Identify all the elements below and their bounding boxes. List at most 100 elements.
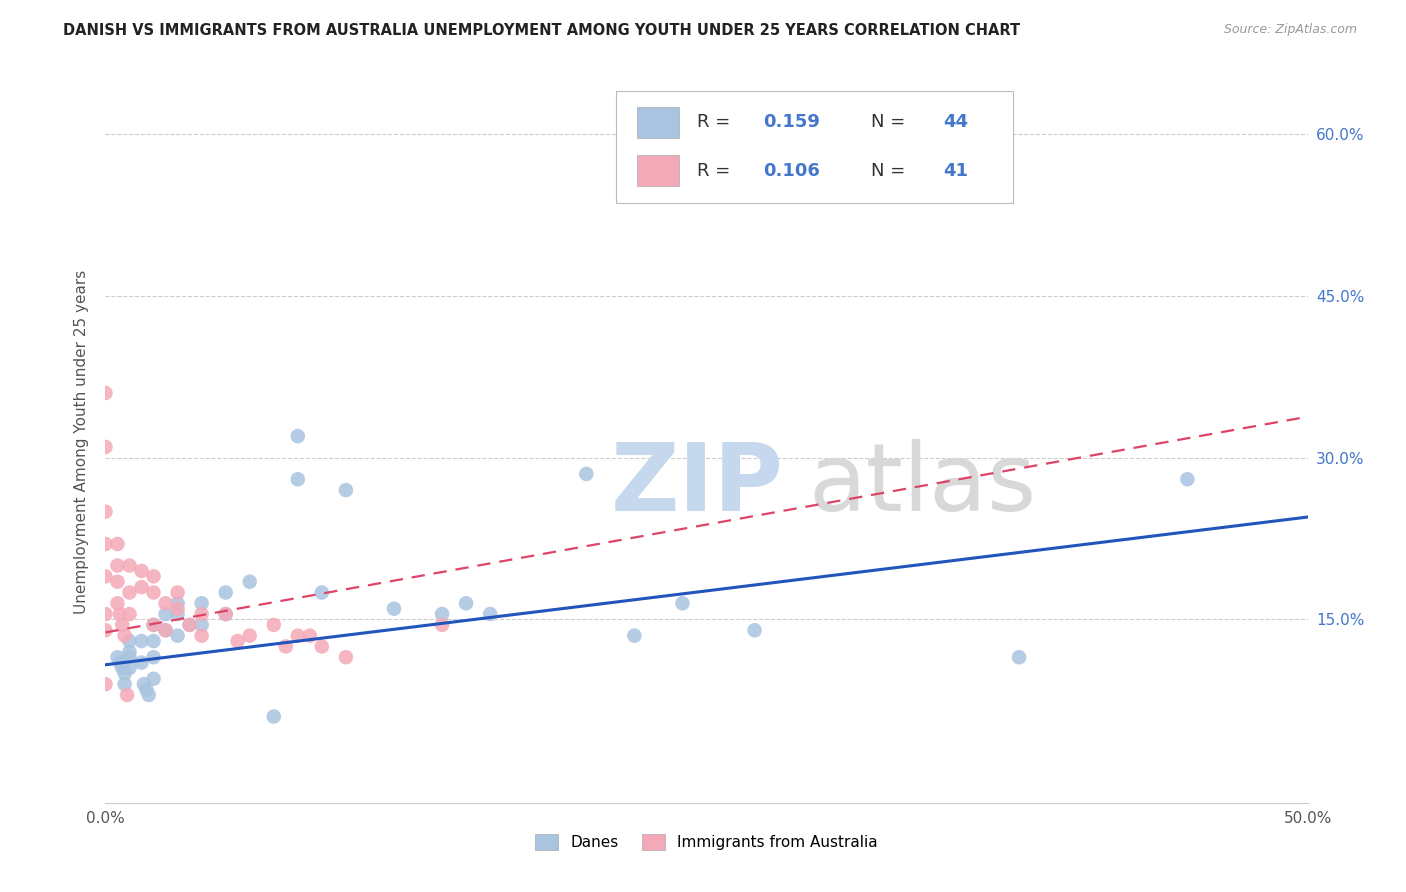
Point: [142, 585, 165, 599]
Point: [108, 607, 131, 621]
Point: [155, 607, 177, 621]
Point: [382, 601, 405, 615]
Text: atlas: atlas: [808, 439, 1038, 531]
Point: [214, 607, 236, 621]
Point: [111, 661, 134, 675]
Point: [118, 650, 141, 665]
Point: [166, 596, 188, 610]
Point: [166, 601, 188, 615]
Point: [132, 677, 155, 691]
Point: [335, 483, 357, 497]
Text: 0.159: 0.159: [763, 113, 820, 131]
Point: [623, 629, 645, 643]
Point: [131, 580, 153, 594]
Point: [263, 618, 285, 632]
Point: [166, 629, 188, 643]
Point: [142, 569, 165, 583]
Text: N =: N =: [872, 113, 911, 131]
Point: [190, 607, 212, 621]
Point: [107, 650, 129, 665]
Point: [94, 607, 117, 621]
Point: [114, 666, 136, 681]
Point: [190, 629, 212, 643]
Point: [179, 618, 201, 632]
Point: [114, 677, 136, 691]
Point: [287, 629, 309, 643]
Point: [111, 618, 134, 632]
Text: ZIP: ZIP: [610, 439, 783, 531]
Point: [744, 624, 766, 638]
Point: [298, 629, 321, 643]
Point: [430, 618, 453, 632]
FancyBboxPatch shape: [637, 155, 679, 186]
Point: [274, 640, 297, 654]
Point: [311, 585, 333, 599]
Point: [214, 607, 236, 621]
Point: [214, 585, 236, 599]
Point: [430, 607, 453, 621]
Text: 44: 44: [943, 113, 969, 131]
Point: [142, 618, 165, 632]
Point: [142, 618, 165, 632]
Point: [226, 634, 249, 648]
Point: [94, 440, 117, 454]
Point: [456, 596, 478, 610]
Point: [94, 677, 117, 691]
Point: [107, 574, 129, 589]
Point: [94, 624, 117, 638]
Point: [287, 472, 309, 486]
FancyBboxPatch shape: [616, 91, 1014, 203]
Point: [155, 624, 177, 638]
Point: [138, 688, 160, 702]
Point: [131, 634, 153, 648]
Point: [94, 386, 117, 401]
Point: [287, 429, 309, 443]
Point: [118, 585, 141, 599]
Text: Source: ZipAtlas.com: Source: ZipAtlas.com: [1223, 23, 1357, 37]
Point: [114, 629, 136, 643]
Point: [107, 596, 129, 610]
Point: [118, 558, 141, 573]
Point: [311, 640, 333, 654]
Point: [190, 596, 212, 610]
Text: N =: N =: [872, 161, 911, 179]
Point: [118, 634, 141, 648]
Point: [108, 656, 131, 670]
Point: [142, 672, 165, 686]
Point: [131, 656, 153, 670]
Point: [94, 537, 117, 551]
Point: [239, 574, 262, 589]
Point: [671, 596, 693, 610]
Point: [131, 564, 153, 578]
Text: 41: 41: [943, 161, 969, 179]
Point: [479, 607, 502, 621]
Point: [155, 624, 177, 638]
Text: R =: R =: [697, 161, 735, 179]
Y-axis label: Unemployment Among Youth under 25 years: Unemployment Among Youth under 25 years: [75, 269, 90, 614]
FancyBboxPatch shape: [637, 107, 679, 138]
Legend: Danes, Immigrants from Australia: Danes, Immigrants from Australia: [530, 829, 883, 856]
Point: [118, 661, 141, 675]
Point: [94, 569, 117, 583]
Point: [115, 688, 138, 702]
Point: [155, 596, 177, 610]
Point: [239, 629, 262, 643]
Text: DANISH VS IMMIGRANTS FROM AUSTRALIA UNEMPLOYMENT AMONG YOUTH UNDER 25 YEARS CORR: DANISH VS IMMIGRANTS FROM AUSTRALIA UNEM…: [63, 23, 1021, 38]
Point: [190, 618, 212, 632]
Point: [335, 650, 357, 665]
Point: [118, 645, 141, 659]
Point: [142, 650, 165, 665]
Point: [1008, 650, 1031, 665]
Text: 0.106: 0.106: [763, 161, 820, 179]
Point: [263, 709, 285, 723]
Text: R =: R =: [697, 113, 735, 131]
Point: [135, 682, 157, 697]
Point: [179, 618, 201, 632]
Point: [575, 467, 598, 481]
Point: [94, 505, 117, 519]
Point: [107, 537, 129, 551]
Point: [118, 607, 141, 621]
Point: [166, 585, 188, 599]
Point: [142, 634, 165, 648]
Point: [107, 558, 129, 573]
